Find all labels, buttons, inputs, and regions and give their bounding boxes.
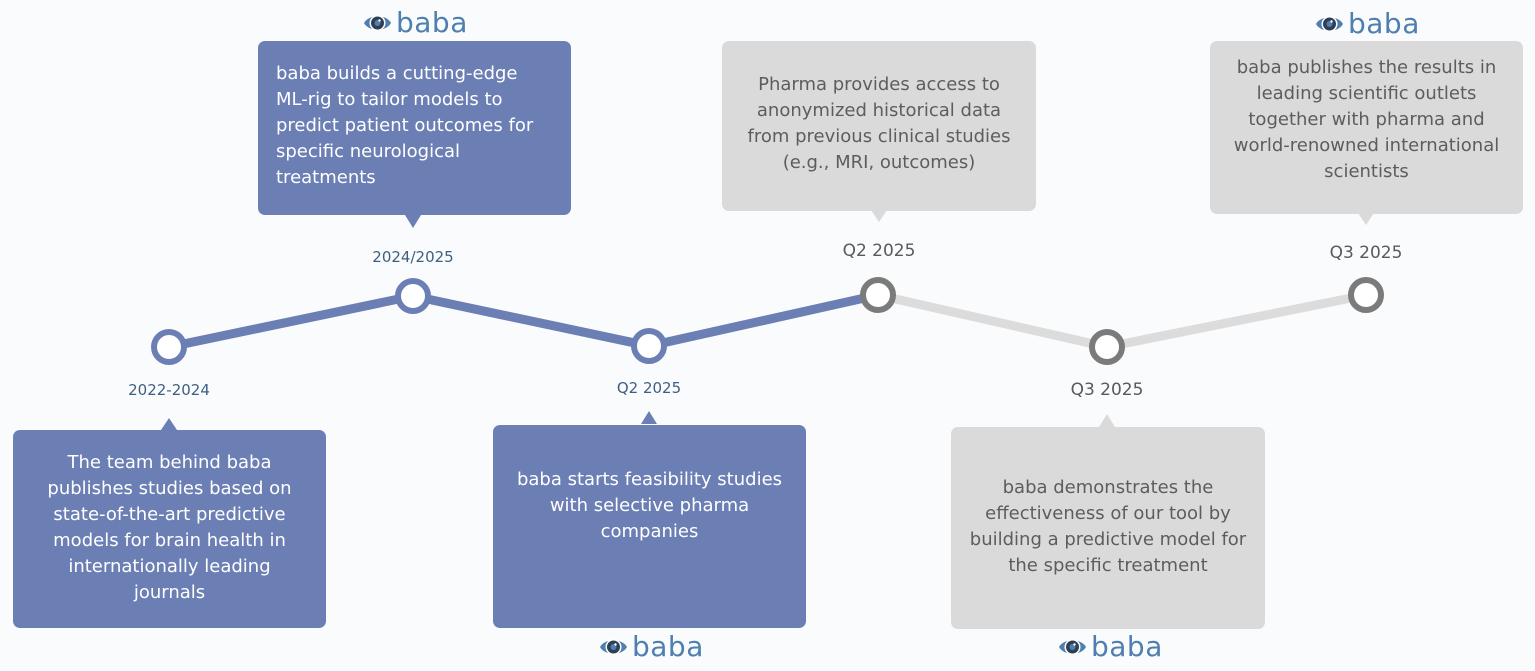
baba-logo-3: baba xyxy=(598,632,704,662)
pointer-6 xyxy=(1358,213,1374,225)
milestone-circle-1 xyxy=(151,329,187,365)
timeline-segment-4 xyxy=(873,290,1112,352)
baba-logo-4: baba xyxy=(1057,632,1163,662)
milestone-text-5: baba demonstrates the effectiveness of o… xyxy=(969,477,1247,576)
milestone-label-2: 2024/2025 xyxy=(372,248,454,266)
eye-icon xyxy=(364,15,391,31)
milestone-box-6: baba publishes the results in leading sc… xyxy=(1210,41,1523,214)
milestone-box-1: The team behind baba publishes studies b… xyxy=(13,430,326,628)
timeline-segment-2 xyxy=(408,291,654,351)
milestone-label-6: Q3 2025 xyxy=(1329,243,1403,263)
milestone-text-3: baba starts feasibility studies with sel… xyxy=(516,469,783,542)
milestone-circle-2 xyxy=(395,278,431,314)
milestone-label-4: Q2 2025 xyxy=(842,241,916,261)
milestone-box-3: baba starts feasibility studies with sel… xyxy=(493,425,806,628)
milestone-circle-3 xyxy=(631,328,667,364)
pointer-1 xyxy=(161,418,177,430)
logo-word: baba xyxy=(632,630,704,663)
pointer-3 xyxy=(641,411,657,424)
milestone-box-5: baba demonstrates the effectiveness of o… xyxy=(951,427,1265,629)
logo-word: baba xyxy=(396,6,468,39)
milestone-circle-4 xyxy=(860,277,896,313)
timeline-segment-1 xyxy=(164,291,418,352)
pointer-2 xyxy=(405,215,421,228)
milestone-label-5: Q3 2025 xyxy=(1070,380,1144,400)
milestone-box-4: Pharma provides access to anonymized his… xyxy=(722,41,1036,211)
baba-logo-2: baba xyxy=(1314,9,1420,39)
milestone-text-2: baba builds a cutting-edge ML-rig to tai… xyxy=(276,63,534,188)
milestone-text-4: Pharma provides access to anonymized his… xyxy=(747,74,1011,173)
logo-word: baba xyxy=(1091,630,1163,663)
milestone-label-1: 2022-2024 xyxy=(128,381,210,399)
eye-icon xyxy=(1059,639,1086,655)
pointer-5 xyxy=(1099,414,1115,427)
milestone-text-1: The team behind baba publishes studies b… xyxy=(47,452,292,603)
milestone-label-3: Q2 2025 xyxy=(616,379,682,397)
milestone-text-6: baba publishes the results in leading sc… xyxy=(1233,57,1500,182)
pointer-4 xyxy=(871,210,887,222)
timeline-segment-3 xyxy=(644,290,883,351)
baba-logo-1: baba xyxy=(362,8,468,38)
milestone-circle-6 xyxy=(1348,277,1384,313)
eye-icon xyxy=(1316,16,1343,32)
milestone-circle-5 xyxy=(1089,329,1125,365)
timeline-segment-5 xyxy=(1102,290,1371,352)
eye-icon xyxy=(600,639,627,655)
logo-word: baba xyxy=(1348,7,1420,40)
milestone-box-2: baba builds a cutting-edge ML-rig to tai… xyxy=(258,41,571,215)
